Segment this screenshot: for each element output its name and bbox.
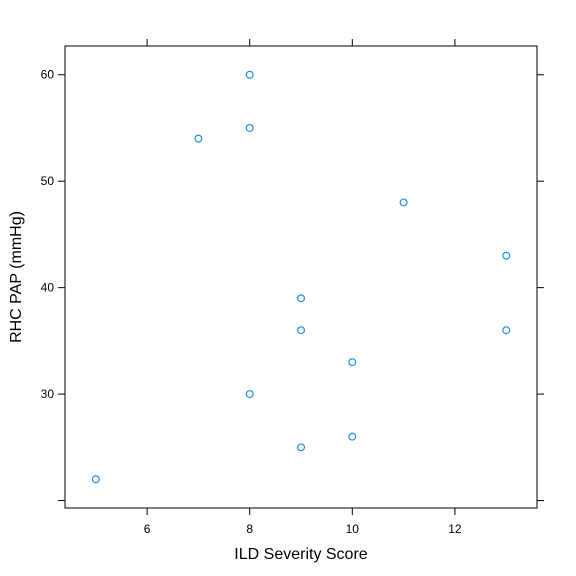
y-axis-title: RHC PAP (mmHg) xyxy=(8,211,25,343)
data-point xyxy=(348,358,357,367)
x-axis-title: ILD Severity Score xyxy=(234,546,367,563)
tick-labels: 6 8 10 12 30 40 50 60 xyxy=(41,68,462,536)
data-point xyxy=(502,251,511,260)
plot-frame xyxy=(64,45,538,509)
data-point xyxy=(297,326,306,335)
data-point xyxy=(194,134,203,143)
data-points xyxy=(91,70,511,484)
data-point xyxy=(348,432,357,441)
data-point xyxy=(297,443,306,452)
data-point xyxy=(502,326,511,335)
data-point xyxy=(399,198,408,207)
data-point xyxy=(91,475,100,484)
axis-ticks xyxy=(58,39,544,515)
y-tick-label: 60 xyxy=(41,68,55,82)
x-tick-label: 12 xyxy=(448,522,462,536)
data-point xyxy=(297,294,306,303)
y-tick-label: 50 xyxy=(41,174,55,188)
x-tick-label: 8 xyxy=(246,522,253,536)
data-point xyxy=(245,70,254,79)
y-tick-label: 30 xyxy=(41,387,55,401)
data-point xyxy=(245,390,254,399)
y-tick-label: 40 xyxy=(41,281,55,295)
data-point xyxy=(245,123,254,132)
x-tick-label: 6 xyxy=(144,522,151,536)
x-tick-label: 10 xyxy=(346,522,360,536)
